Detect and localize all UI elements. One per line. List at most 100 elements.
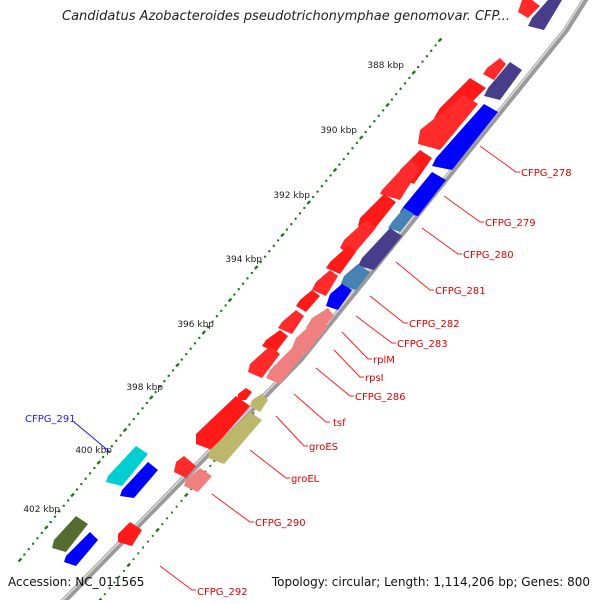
- gene-feature[interactable]: [266, 346, 304, 384]
- gene-feature[interactable]: [64, 532, 98, 566]
- tick-label: 396 kbp: [177, 320, 214, 330]
- gene-feature[interactable]: [326, 246, 356, 274]
- tick-mark: [276, 239, 280, 242]
- gene-feature[interactable]: [340, 264, 370, 290]
- gene-feature[interactable]: [380, 160, 420, 200]
- gene-feature[interactable]: [238, 388, 252, 400]
- tick-mark: [241, 282, 245, 285]
- tick-mark: [151, 534, 154, 537]
- tick-mark: [332, 167, 338, 173]
- gene-feature[interactable]: [278, 310, 304, 334]
- tick-mark: [115, 439, 118, 443]
- tick-mark: [294, 217, 297, 220]
- tick-mark: [193, 342, 197, 345]
- tick-labels: 388 kbp 390 kbp 392 kbp 394 kbp 396 kbp …: [23, 61, 404, 515]
- tick-label: 392 kbp: [273, 191, 310, 201]
- gene-label[interactable]: CFPG_292: [197, 587, 248, 598]
- tick-mark: [40, 531, 44, 535]
- gene-label[interactable]: CFPG_283: [397, 339, 448, 350]
- gene-label[interactable]: groEL: [291, 474, 320, 485]
- gene-feature[interactable]: [400, 172, 446, 216]
- gene-label[interactable]: CFPG_286: [355, 392, 406, 403]
- tick-mark: [146, 540, 150, 543]
- tick-mark: [122, 569, 126, 572]
- gene-feature[interactable]: [184, 468, 212, 492]
- tick-mark: [385, 102, 390, 108]
- gene-feature[interactable]: [296, 290, 320, 312]
- tick-mark: [88, 472, 92, 475]
- gene-feature[interactable]: [484, 62, 522, 100]
- genome-title: Candidatus Azobacteroides pseudotrichony…: [62, 9, 510, 24]
- tick-mark: [408, 76, 411, 80]
- tick-mark: [237, 287, 240, 291]
- tick-mark: [17, 557, 23, 563]
- gene-feature[interactable]: [292, 318, 328, 354]
- gene-label[interactable]: CFPG_281: [435, 286, 486, 297]
- tick-mark: [399, 87, 402, 90]
- gene-feature[interactable]: [118, 522, 142, 546]
- gene-label[interactable]: CFPG_278: [521, 168, 572, 179]
- gene-label[interactable]: CFPG_282: [409, 319, 460, 330]
- tick-mark: [167, 374, 170, 378]
- gene-feature[interactable]: [248, 346, 280, 378]
- tick-mark: [364, 130, 367, 134]
- gene-feature[interactable]: [528, 0, 562, 30]
- gene-feature[interactable]: [250, 394, 268, 412]
- tick-mark: [233, 293, 236, 296]
- tick-mark: [101, 455, 105, 459]
- gene-feature[interactable]: [432, 104, 498, 170]
- gene-label[interactable]: CFPG_291: [25, 414, 76, 425]
- tick-mark: [189, 347, 192, 350]
- tick-mark: [170, 511, 173, 514]
- tick-mark: [263, 255, 267, 258]
- gene-feature[interactable]: [418, 95, 478, 150]
- gene-feature[interactable]: [262, 330, 288, 352]
- tick-mark: [358, 135, 364, 140]
- tick-mark: [209, 464, 212, 467]
- gene-label[interactable]: CFPG_279: [485, 218, 536, 229]
- tick-mark: [395, 92, 398, 96]
- gene-feature[interactable]: [326, 284, 352, 310]
- tick-mark: [84, 477, 87, 480]
- genome-backbone: [57, 0, 589, 604]
- gene-feature[interactable]: [196, 396, 250, 450]
- tick-label: 400 kbp: [75, 446, 112, 456]
- forward-cds-track: [118, 0, 540, 546]
- gene-label[interactable]: rpsI: [365, 373, 384, 384]
- tick-mark: [227, 297, 233, 303]
- tick-mark: [342, 157, 345, 161]
- gene-feature[interactable]: [174, 456, 196, 478]
- gene-feature[interactable]: [388, 208, 414, 232]
- accession-label: Accession: NC_011565: [8, 575, 145, 589]
- tick-mark: [66, 499, 70, 502]
- gene-label[interactable]: tsf: [333, 418, 346, 429]
- tick-mark: [75, 488, 79, 491]
- gene-feature[interactable]: [120, 462, 158, 498]
- gene-label[interactable]: CFPG_280: [463, 250, 514, 261]
- gene-feature[interactable]: [483, 58, 506, 80]
- tick-mark: [128, 423, 131, 426]
- tick-mark: [198, 336, 201, 340]
- gene-label[interactable]: rplM: [373, 355, 395, 366]
- tick-mark: [346, 152, 350, 155]
- gene-feature[interactable]: [52, 516, 88, 552]
- tick-mark: [316, 190, 319, 193]
- gene-feature[interactable]: [312, 270, 338, 296]
- gene-feature[interactable]: [518, 0, 540, 18]
- tick-mark: [119, 434, 122, 437]
- gene-feature[interactable]: [358, 228, 402, 270]
- tick-mark: [311, 195, 315, 199]
- tick-mark: [250, 271, 254, 275]
- tick-mark: [155, 527, 160, 533]
- gene-feature[interactable]: [106, 446, 148, 486]
- tick-mark: [430, 49, 433, 53]
- gene-label[interactable]: CFPG_290: [255, 518, 306, 529]
- tick-mark: [165, 517, 169, 520]
- tick-mark: [351, 147, 354, 150]
- gene-feature[interactable]: [208, 412, 262, 464]
- tick-mark: [148, 395, 154, 400]
- tick-mark: [259, 260, 262, 264]
- gene-label[interactable]: groES: [309, 442, 338, 453]
- tick-mark: [36, 537, 39, 540]
